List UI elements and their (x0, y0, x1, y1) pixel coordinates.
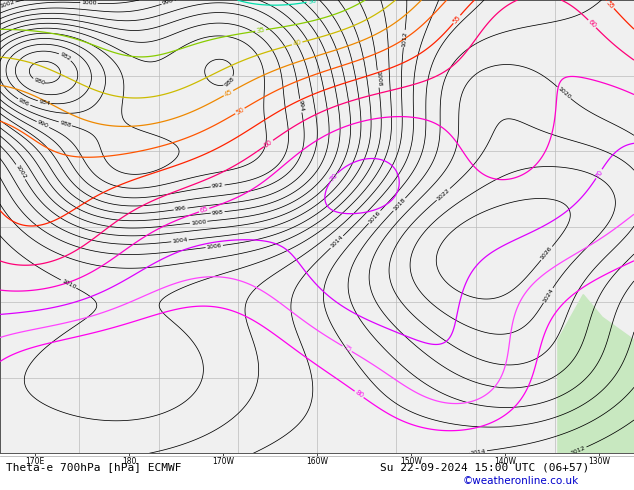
Text: ©weatheronline.co.uk: ©weatheronline.co.uk (463, 476, 579, 486)
Text: 994: 994 (297, 99, 304, 112)
Text: 1018: 1018 (392, 197, 406, 212)
Text: 75: 75 (342, 344, 353, 354)
Text: 55: 55 (451, 14, 462, 24)
Text: 50: 50 (235, 106, 245, 116)
Text: 1002: 1002 (15, 164, 27, 180)
Text: 998: 998 (162, 0, 174, 6)
Text: 996: 996 (174, 206, 187, 212)
Text: 65: 65 (199, 206, 209, 215)
Text: 1014: 1014 (470, 448, 486, 456)
Text: 1010: 1010 (60, 278, 77, 290)
Text: 990: 990 (37, 120, 49, 129)
Text: 70: 70 (328, 172, 339, 183)
Text: 1016: 1016 (368, 210, 382, 224)
Text: 1000: 1000 (191, 219, 207, 225)
Text: 1012: 1012 (570, 445, 586, 456)
Text: 1002: 1002 (0, 0, 15, 9)
Text: 1020: 1020 (557, 86, 572, 100)
Text: 992: 992 (211, 183, 224, 189)
Text: Su 22-09-2024 15:00 UTC (06+57): Su 22-09-2024 15:00 UTC (06+57) (380, 462, 590, 472)
Text: 980: 980 (33, 77, 46, 86)
Text: 1024: 1024 (542, 287, 555, 303)
Text: 982: 982 (59, 51, 72, 62)
Text: 45: 45 (223, 88, 234, 98)
Text: 80: 80 (354, 390, 365, 399)
Text: 1022: 1022 (436, 187, 451, 201)
Text: 1026: 1026 (540, 245, 553, 261)
Polygon shape (558, 294, 634, 453)
Text: 1014: 1014 (330, 235, 344, 249)
Text: 986: 986 (18, 98, 30, 107)
Text: 1006: 1006 (206, 243, 223, 250)
Text: 70: 70 (594, 169, 604, 179)
Text: Theta-e 700hPa [hPa] ECMWF: Theta-e 700hPa [hPa] ECMWF (6, 462, 182, 472)
Text: 1008: 1008 (375, 71, 382, 87)
Text: 998: 998 (212, 209, 224, 216)
Text: 60: 60 (263, 139, 274, 148)
Text: 1004: 1004 (172, 238, 188, 244)
Text: 30: 30 (307, 0, 317, 5)
Text: 1012: 1012 (401, 30, 408, 47)
Text: 1000: 1000 (81, 0, 97, 6)
Text: 60: 60 (587, 19, 597, 29)
Text: 55: 55 (605, 0, 616, 10)
Text: 40: 40 (292, 39, 302, 48)
Text: 984: 984 (38, 99, 51, 106)
Text: 988: 988 (223, 76, 235, 88)
Text: 988: 988 (59, 120, 72, 128)
Text: 35: 35 (256, 27, 266, 34)
